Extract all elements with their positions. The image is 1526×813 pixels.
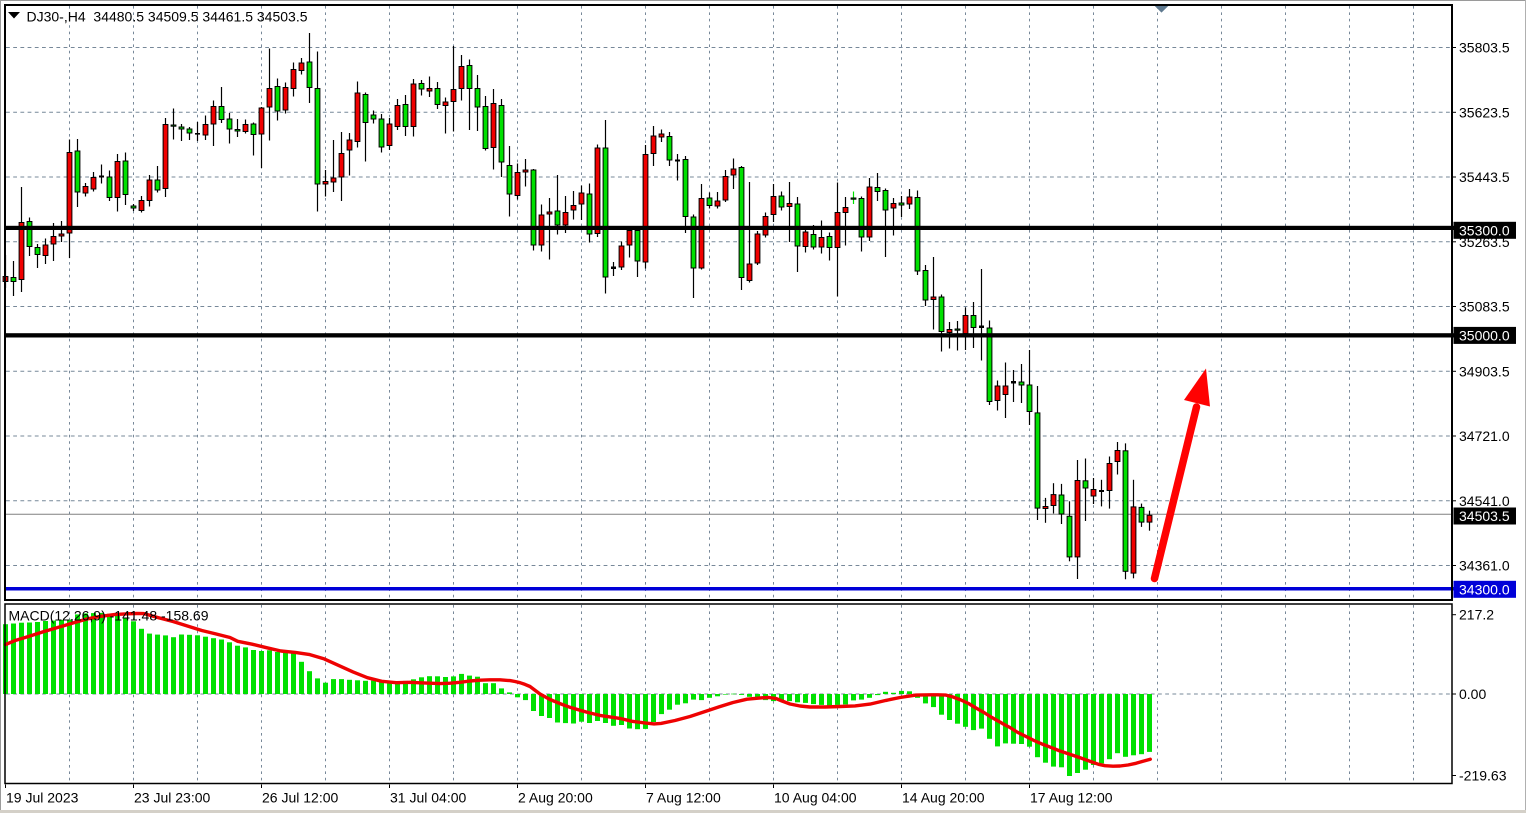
svg-text:-219.63: -219.63 <box>1459 768 1507 784</box>
svg-text:34361.0: 34361.0 <box>1459 558 1510 574</box>
svg-text:0.00: 0.00 <box>1459 686 1486 702</box>
svg-text:14 Aug 20:00: 14 Aug 20:00 <box>902 790 985 806</box>
svg-text:35803.5: 35803.5 <box>1459 40 1510 56</box>
svg-text:23 Jul 23:00: 23 Jul 23:00 <box>134 790 210 806</box>
svg-text:34903.5: 34903.5 <box>1459 363 1510 379</box>
svg-text:MACD(12,26,9) -141.48 -158.69: MACD(12,26,9) -141.48 -158.69 <box>9 608 209 624</box>
svg-text:35443.5: 35443.5 <box>1459 169 1510 185</box>
svg-text:2 Aug 20:00: 2 Aug 20:00 <box>518 790 593 806</box>
svg-text:31 Jul 04:00: 31 Jul 04:00 <box>390 790 466 806</box>
svg-text:35083.5: 35083.5 <box>1459 299 1510 315</box>
svg-text:34503.5: 34503.5 <box>1459 508 1510 524</box>
svg-text:34300.0: 34300.0 <box>1459 581 1510 597</box>
svg-text:34721.0: 34721.0 <box>1459 428 1510 444</box>
svg-text:7 Aug 12:00: 7 Aug 12:00 <box>646 790 721 806</box>
svg-text:26 Jul 12:00: 26 Jul 12:00 <box>262 790 338 806</box>
svg-text:35623.5: 35623.5 <box>1459 104 1510 120</box>
svg-text:35300.0: 35300.0 <box>1459 222 1510 238</box>
svg-text:10 Aug 04:00: 10 Aug 04:00 <box>774 790 857 806</box>
svg-text:34541.0: 34541.0 <box>1459 493 1510 509</box>
svg-text:19 Jul 2023: 19 Jul 2023 <box>6 790 79 806</box>
svg-text:DJ30-,H4 34480.5 34509.5 3446: DJ30-,H4 34480.5 34509.5 34461.5 34503.5 <box>27 8 308 24</box>
svg-text:35000.0: 35000.0 <box>1459 327 1510 343</box>
svg-text:217.2: 217.2 <box>1459 607 1494 623</box>
svg-text:17 Aug 12:00: 17 Aug 12:00 <box>1030 790 1113 806</box>
